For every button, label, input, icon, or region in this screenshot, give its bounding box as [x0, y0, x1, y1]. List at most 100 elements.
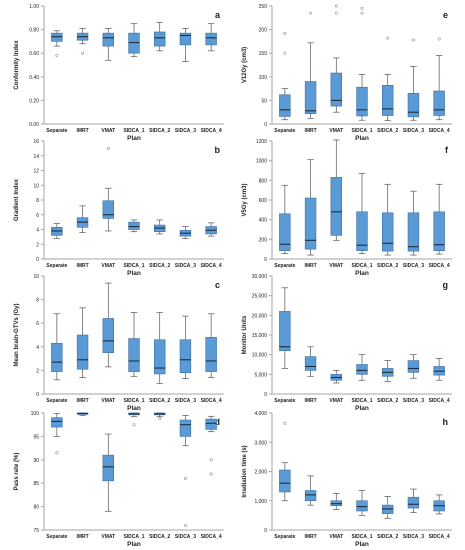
x-tick-label: SIDCA_1 — [351, 263, 372, 269]
box-separate — [279, 287, 291, 369]
x-tick-label: SIDCA_4 — [429, 398, 450, 404]
box-sidca-4 — [433, 37, 445, 121]
iqr-box — [179, 32, 192, 46]
box-separate — [51, 413, 63, 455]
y-tick-label: 1.00 — [29, 4, 39, 10]
x-tick-label: SIDCA_1 — [123, 128, 144, 134]
outlier-point — [55, 451, 59, 455]
iqr-box — [407, 93, 420, 118]
y-tick-label: 100 — [259, 75, 268, 81]
box-separate — [51, 223, 63, 239]
y-tick-label: 200 — [259, 237, 268, 243]
y-tick-label: 12 — [33, 169, 39, 175]
x-axis-title: Plan — [355, 270, 369, 277]
outlier-point — [334, 4, 338, 8]
iqr-box — [356, 500, 368, 512]
y-axis-title: Irradiation time (s) — [242, 445, 248, 497]
box-sidca-3 — [179, 414, 192, 527]
x-tick-label: IMRT — [76, 263, 88, 269]
x-tick-label: SIDCA_1 — [351, 398, 372, 404]
x-tick-label: SIDCA_3 — [175, 398, 196, 404]
panel-letter: d — [215, 417, 221, 427]
box-sidca-2 — [382, 183, 394, 256]
box-sidca-2 — [382, 36, 394, 122]
box-imrt — [304, 159, 317, 256]
box-vmat — [330, 139, 342, 241]
x-tick-label: SIDCA_4 — [201, 263, 222, 269]
panel-letter: b — [215, 145, 221, 155]
box-vmat — [102, 433, 114, 512]
iqr-box — [279, 311, 291, 352]
x-tick-label: Separate — [46, 534, 67, 540]
iqr-box — [330, 177, 342, 236]
y-tick-label: 14 — [33, 154, 39, 160]
iqr-box — [433, 211, 445, 251]
panel-letter: c — [215, 280, 220, 290]
x-axis-title: Plan — [127, 270, 141, 277]
y-tick-label: 0 — [36, 257, 39, 263]
outlier-point — [158, 417, 162, 421]
x-tick-label: VMAT — [101, 398, 115, 404]
y-tick-label: 800 — [259, 178, 268, 184]
iqr-box — [279, 94, 291, 117]
y-tick-label: 0 — [264, 528, 267, 534]
box-separate — [279, 31, 291, 121]
x-tick-label: IMRT — [304, 534, 316, 540]
panel-letter: f — [445, 145, 449, 155]
x-tick-label: IMRT — [76, 398, 88, 404]
iqr-box — [102, 200, 114, 219]
y-tick-label: 75 — [33, 528, 39, 534]
y-tick-label: 15,000 — [252, 333, 268, 339]
y-axis-title: V5Gy (cm3) — [242, 183, 248, 216]
outlier-point — [183, 477, 187, 481]
y-tick-label: 150 — [259, 51, 268, 57]
x-tick-label: VMAT — [101, 263, 115, 269]
y-tick-label: 1,000 — [254, 499, 267, 505]
box-imrt — [76, 412, 89, 416]
x-tick-label: VMAT — [329, 534, 343, 540]
panel-letter: h — [443, 417, 449, 427]
iqr-box — [154, 339, 166, 375]
x-tick-label: SIDCA_3 — [403, 128, 424, 134]
x-tick-label: SIDCA_4 — [201, 398, 222, 404]
y-tick-label: 0.60 — [29, 51, 39, 57]
y-tick-label: 400 — [259, 218, 268, 224]
iqr-box — [304, 81, 317, 114]
panel-letter: a — [215, 10, 221, 20]
y-tick-label: 3,000 — [254, 440, 267, 446]
y-tick-label: 0.40 — [29, 75, 39, 81]
box-vmat — [102, 28, 114, 61]
y-tick-label: 10 — [33, 274, 39, 280]
x-tick-label: Separate — [46, 128, 67, 134]
x-tick-label: Separate — [274, 534, 295, 540]
chart-panel-a: 0.00 0.20 0.40 0.60 0.80 1.00 Separate IMRT VMAT… — [14, 4, 224, 142]
outlier-point — [209, 458, 213, 462]
x-tick-label: SIDCA_2 — [377, 263, 398, 269]
outlier-point — [360, 11, 364, 15]
x-tick-label: VMAT — [101, 534, 115, 540]
outlier-point — [106, 146, 110, 150]
iqr-box — [102, 454, 114, 482]
y-tick-label: 20,000 — [252, 313, 268, 319]
y-tick-label: 8 — [36, 298, 39, 304]
y-axis-title: Pass rate (%) — [14, 453, 20, 491]
iqr-box — [128, 221, 140, 230]
y-tick-label: 90 — [33, 458, 39, 464]
y-tick-label: 4,000 — [254, 411, 267, 417]
iqr-box — [205, 337, 217, 372]
x-tick-label: SIDCA_4 — [429, 128, 450, 134]
y-axis-title: Monitor Units — [242, 315, 248, 354]
box-sidca-3 — [407, 488, 420, 513]
box-sidca-3 — [407, 38, 420, 121]
y-axis-title: Gradient Index — [14, 178, 20, 221]
y-tick-label: 25,000 — [252, 294, 268, 300]
box-sidca-4 — [205, 313, 217, 378]
x-tick-label: SIDCA_2 — [377, 128, 398, 134]
y-tick-label: 4 — [36, 228, 39, 234]
y-tick-label: 200 — [259, 28, 268, 34]
outlier-point — [283, 31, 287, 35]
iqr-box — [279, 469, 291, 493]
box-sidca-3 — [179, 226, 192, 239]
x-tick-label: SIDCA_4 — [201, 128, 222, 134]
x-tick-label: IMRT — [304, 398, 316, 404]
